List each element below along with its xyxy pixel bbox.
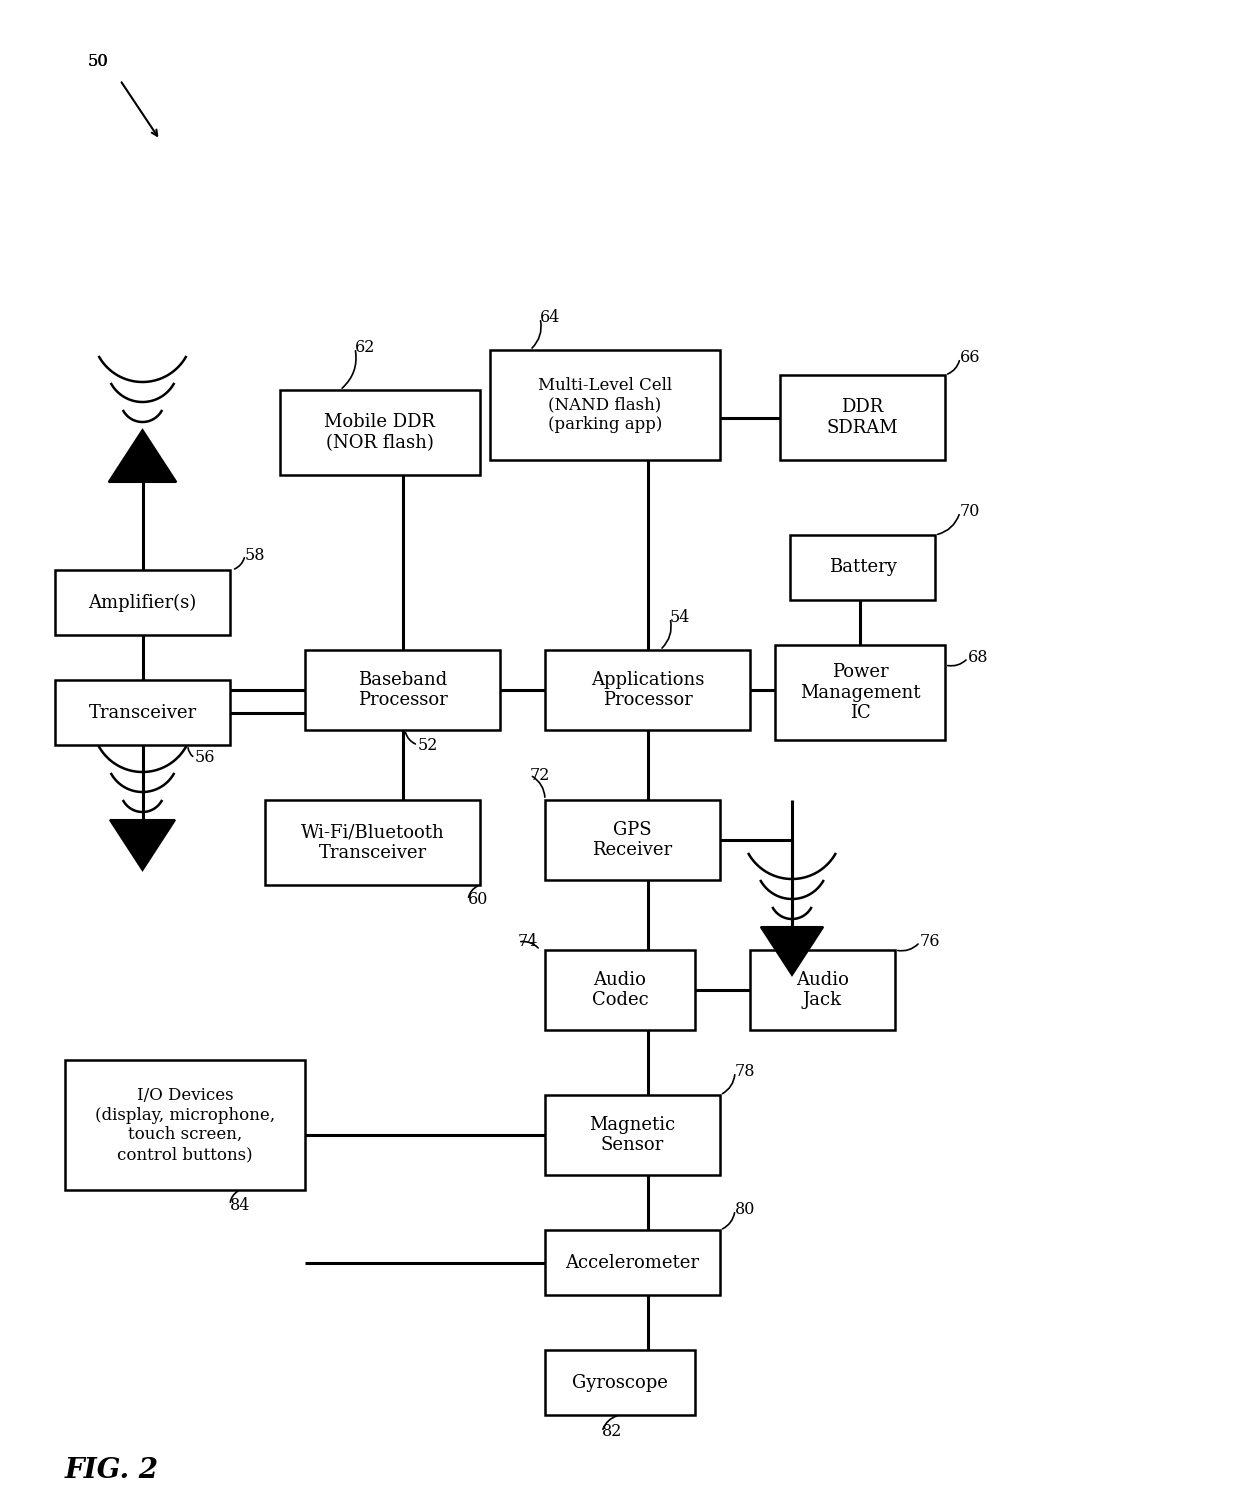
Text: Baseband
Processor: Baseband Processor <box>357 670 448 709</box>
Bar <box>750 951 895 1031</box>
Polygon shape <box>110 819 175 871</box>
Text: Power
Management
IC: Power Management IC <box>800 662 920 723</box>
Bar <box>780 376 945 460</box>
Text: 56: 56 <box>195 750 216 767</box>
Bar <box>280 389 480 475</box>
Text: 66: 66 <box>960 350 981 367</box>
Text: 64: 64 <box>539 309 560 326</box>
Text: Multi-Level Cell
(NAND flash)
(parking app): Multi-Level Cell (NAND flash) (parking a… <box>538 377 672 433</box>
Bar <box>546 951 694 1031</box>
Bar <box>546 1230 720 1295</box>
Bar <box>775 644 945 739</box>
Bar <box>55 681 229 745</box>
Polygon shape <box>109 430 176 481</box>
Text: 50: 50 <box>88 53 108 71</box>
Bar <box>546 1096 720 1176</box>
Bar <box>546 800 720 880</box>
Text: Wi-Fi/Bluetooth
Transceiver: Wi-Fi/Bluetooth Transceiver <box>300 822 444 862</box>
Text: Audio
Codec: Audio Codec <box>591 970 649 1010</box>
Text: 62: 62 <box>355 340 376 356</box>
Text: DDR
SDRAM: DDR SDRAM <box>827 398 898 438</box>
Text: I/O Devices
(display, microphone,
touch screen,
control buttons): I/O Devices (display, microphone, touch … <box>95 1086 275 1163</box>
Text: Accelerometer: Accelerometer <box>565 1254 699 1272</box>
Bar <box>265 800 480 884</box>
Text: 72: 72 <box>529 767 551 783</box>
Text: Amplifier(s): Amplifier(s) <box>88 593 197 611</box>
Text: Battery: Battery <box>828 558 897 576</box>
Bar <box>64 1059 305 1191</box>
Text: 80: 80 <box>735 1201 755 1218</box>
Text: 60: 60 <box>467 892 489 908</box>
Text: 74: 74 <box>518 934 538 951</box>
Text: 54: 54 <box>670 610 691 626</box>
Bar <box>305 650 500 730</box>
Bar <box>546 1351 694 1415</box>
Text: 52: 52 <box>418 736 439 753</box>
Text: 76: 76 <box>920 934 940 951</box>
Text: 82: 82 <box>601 1423 622 1441</box>
Text: Mobile DDR
(NOR flash): Mobile DDR (NOR flash) <box>325 413 435 451</box>
Text: 50: 50 <box>88 53 109 71</box>
Text: Magnetic
Sensor: Magnetic Sensor <box>589 1115 676 1154</box>
Text: GPS
Receiver: GPS Receiver <box>593 821 672 860</box>
Text: FIG. 2: FIG. 2 <box>64 1456 159 1483</box>
Polygon shape <box>761 927 823 975</box>
Bar <box>790 536 935 601</box>
Text: Audio
Jack: Audio Jack <box>796 970 849 1010</box>
Text: 68: 68 <box>968 649 988 667</box>
Bar <box>546 650 750 730</box>
Text: Gyroscope: Gyroscope <box>572 1373 668 1391</box>
Text: 84: 84 <box>229 1197 250 1213</box>
Bar <box>490 350 720 460</box>
Text: Applications
Processor: Applications Processor <box>590 670 704 709</box>
Bar <box>55 570 229 635</box>
Text: 78: 78 <box>735 1064 755 1080</box>
Text: 58: 58 <box>246 546 265 563</box>
Text: 70: 70 <box>960 504 981 521</box>
Text: Transceiver: Transceiver <box>88 703 197 721</box>
